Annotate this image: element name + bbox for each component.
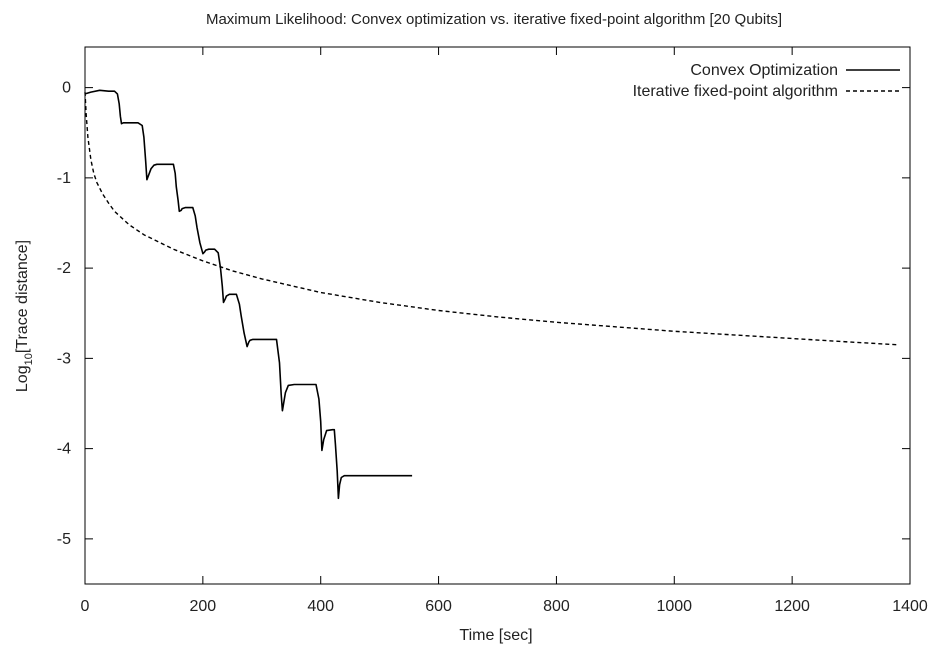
y-tick-label: -5	[57, 531, 71, 548]
plot-area: 0 200 400 600 800 1000 1200 1400 0 -1 -2 -3 -4 -5	[57, 46, 928, 615]
legend-label-convex: Convex Optimization	[690, 62, 838, 79]
y-axis-label-rest: [Trace distance]	[14, 240, 31, 353]
x-axis-label: Time [sec]	[459, 627, 532, 644]
legend-label-iterative: Iterative fixed-point algorithm	[633, 83, 838, 100]
y-axis-label-main: Log	[14, 365, 31, 392]
series-line-convex-optimization	[84, 89, 413, 500]
x-tick-label: 400	[307, 598, 334, 615]
legend: Convex Optimization Iterative fixed-poin…	[633, 62, 900, 100]
x-axis-ticks: 0 200 400 600 800 1000 1200 1400	[81, 47, 928, 615]
y-tick-label: -1	[57, 170, 71, 187]
y-axis-label: Log10[Trace distance]	[14, 240, 35, 392]
y-tick-label: -3	[57, 350, 71, 367]
x-tick-label: 1400	[892, 598, 928, 615]
x-tick-label: 800	[543, 598, 570, 615]
legend-item-convex: Convex Optimization	[690, 62, 900, 79]
plot-frame	[84, 46, 911, 585]
x-tick-label: 200	[190, 598, 217, 615]
y-axis-ticks: 0 -1 -2 -3 -4 -5	[57, 80, 910, 548]
y-axis-label-subscript: 10	[23, 353, 35, 365]
legend-item-iterative: Iterative fixed-point algorithm	[633, 83, 900, 100]
series-layer	[84, 89, 899, 500]
x-tick-label: 1000	[656, 598, 692, 615]
x-tick-label: 600	[425, 598, 452, 615]
series-line-iterative-fixed-point	[84, 92, 899, 346]
x-tick-label: 0	[81, 598, 90, 615]
y-tick-label: -2	[57, 260, 71, 277]
y-tick-label: 0	[62, 80, 71, 97]
y-tick-label: -4	[57, 441, 71, 458]
chart-title: Maximum Likelihood: Convex optimization …	[206, 11, 782, 28]
x-tick-label: 1200	[774, 598, 810, 615]
